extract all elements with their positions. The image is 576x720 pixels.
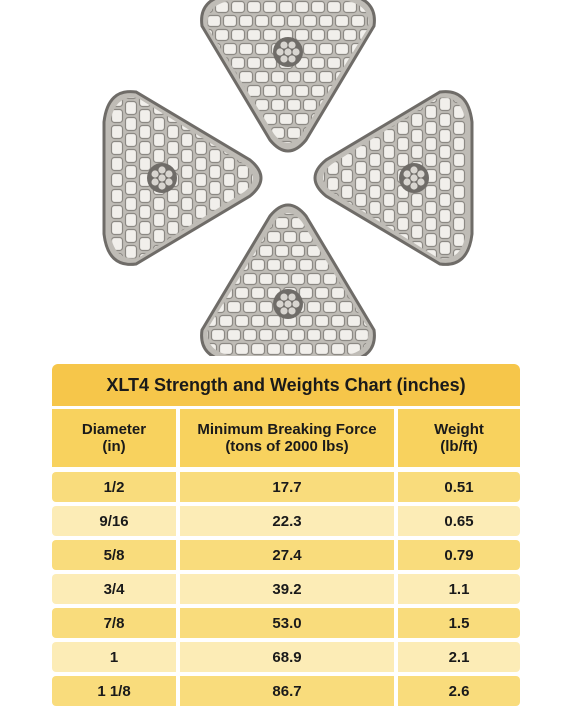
cell-breaking-force: 53.0 [180, 608, 394, 638]
cell-weight: 1.5 [398, 608, 520, 638]
cell-breaking-force: 22.3 [180, 506, 394, 536]
cell-diameter: 1 [52, 642, 176, 672]
cell-weight: 2.1 [398, 642, 520, 672]
cell-weight: 2.6 [398, 676, 520, 706]
rope-cross-section-icon [102, 0, 474, 364]
table-header-row: Diameter (in) Minimum Breaking Force (to… [52, 409, 520, 467]
table-body: 1/2 17.7 0.51 9/16 22.3 0.65 5/8 27.4 0.… [52, 472, 520, 706]
cell-diameter: 9/16 [52, 506, 176, 536]
cell-breaking-force: 39.2 [180, 574, 394, 604]
cell-weight: 1.1 [398, 574, 520, 604]
cell-breaking-force: 86.7 [180, 676, 394, 706]
cell-diameter: 5/8 [52, 540, 176, 570]
cell-weight: 0.65 [398, 506, 520, 536]
header-diameter: Diameter (in) [52, 409, 176, 467]
table-row: 1 1/8 86.7 2.6 [52, 676, 520, 706]
table-row: 1 68.9 2.1 [52, 642, 520, 672]
cell-diameter: 7/8 [52, 608, 176, 638]
cell-weight: 0.79 [398, 540, 520, 570]
cell-diameter: 1/2 [52, 472, 176, 502]
cell-diameter: 3/4 [52, 574, 176, 604]
strength-weights-table: XLT4 Strength and Weights Chart (inches)… [52, 364, 520, 710]
table-row: 7/8 53.0 1.5 [52, 608, 520, 638]
cell-diameter: 1 1/8 [52, 676, 176, 706]
table-row: 1/2 17.7 0.51 [52, 472, 520, 502]
rope-cross-section-diagram [100, 0, 476, 364]
cell-breaking-force: 27.4 [180, 540, 394, 570]
header-weight: Weight (lb/ft) [398, 409, 520, 467]
table-row: 9/16 22.3 0.65 [52, 506, 520, 536]
cell-breaking-force: 68.9 [180, 642, 394, 672]
table-row: 3/4 39.2 1.1 [52, 574, 520, 604]
table-title: XLT4 Strength and Weights Chart (inches) [52, 364, 520, 406]
cell-breaking-force: 17.7 [180, 472, 394, 502]
table-row: 5/8 27.4 0.79 [52, 540, 520, 570]
header-breaking-force: Minimum Breaking Force (tons of 2000 lbs… [180, 409, 394, 467]
cell-weight: 0.51 [398, 472, 520, 502]
